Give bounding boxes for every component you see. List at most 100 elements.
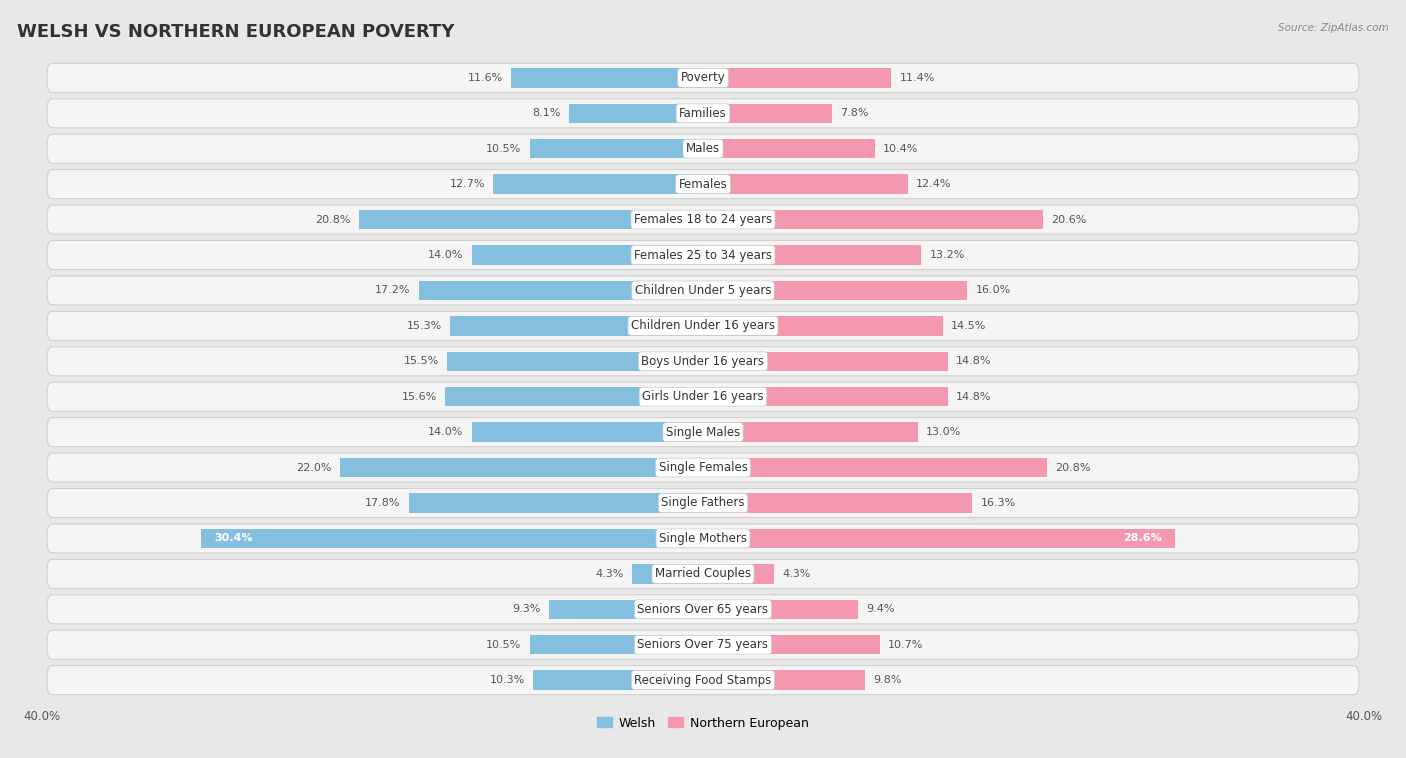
Text: Poverty: Poverty [681, 71, 725, 84]
Text: 11.4%: 11.4% [900, 73, 935, 83]
Bar [703, 104, 832, 123]
FancyBboxPatch shape [48, 524, 1358, 553]
Bar [703, 458, 1046, 478]
Text: 9.3%: 9.3% [513, 604, 541, 614]
Bar [447, 352, 703, 371]
Text: Girls Under 16 years: Girls Under 16 years [643, 390, 763, 403]
Bar [703, 493, 973, 512]
Text: Females: Females [679, 177, 727, 191]
Text: 12.4%: 12.4% [917, 179, 952, 190]
Text: 14.0%: 14.0% [427, 250, 464, 260]
Bar [703, 564, 775, 584]
Text: 16.3%: 16.3% [980, 498, 1015, 508]
Bar [446, 387, 703, 406]
Text: Single Females: Single Females [658, 461, 748, 474]
Text: 28.6%: 28.6% [1123, 534, 1163, 543]
Text: Males: Males [686, 143, 720, 155]
Bar [703, 670, 865, 690]
Bar [703, 352, 948, 371]
Text: 15.5%: 15.5% [404, 356, 439, 366]
Bar [703, 210, 1043, 230]
Text: 10.7%: 10.7% [889, 640, 924, 650]
Bar [703, 174, 908, 194]
Text: Single Mothers: Single Mothers [659, 532, 747, 545]
Bar [419, 280, 703, 300]
FancyBboxPatch shape [48, 595, 1358, 624]
Text: Families: Families [679, 107, 727, 120]
FancyBboxPatch shape [48, 276, 1358, 305]
Text: 22.0%: 22.0% [295, 462, 332, 472]
FancyBboxPatch shape [48, 99, 1358, 128]
Bar [703, 528, 1175, 548]
Text: 8.1%: 8.1% [533, 108, 561, 118]
Text: Seniors Over 65 years: Seniors Over 65 years [637, 603, 769, 615]
FancyBboxPatch shape [48, 453, 1358, 482]
Text: Receiving Food Stamps: Receiving Food Stamps [634, 674, 772, 687]
Text: 10.5%: 10.5% [486, 144, 522, 154]
Bar [471, 246, 703, 265]
Text: 15.6%: 15.6% [402, 392, 437, 402]
Text: Single Males: Single Males [666, 426, 740, 439]
Text: 14.0%: 14.0% [427, 428, 464, 437]
FancyBboxPatch shape [48, 240, 1358, 270]
Text: 4.3%: 4.3% [782, 568, 811, 579]
Text: Seniors Over 75 years: Seniors Over 75 years [637, 638, 769, 651]
Text: 9.4%: 9.4% [866, 604, 896, 614]
Bar [450, 316, 703, 336]
FancyBboxPatch shape [48, 312, 1358, 340]
Text: Children Under 5 years: Children Under 5 years [634, 284, 772, 297]
Bar [703, 422, 918, 442]
FancyBboxPatch shape [48, 134, 1358, 163]
Text: Children Under 16 years: Children Under 16 years [631, 319, 775, 332]
Text: 14.8%: 14.8% [956, 392, 991, 402]
Bar [550, 600, 703, 619]
FancyBboxPatch shape [48, 64, 1358, 92]
FancyBboxPatch shape [48, 630, 1358, 659]
Bar [703, 246, 921, 265]
Text: 13.2%: 13.2% [929, 250, 965, 260]
Text: 20.6%: 20.6% [1052, 215, 1087, 224]
Text: 10.5%: 10.5% [486, 640, 522, 650]
Legend: Welsh, Northern European: Welsh, Northern European [592, 712, 814, 735]
Text: 20.8%: 20.8% [1054, 462, 1091, 472]
Bar [530, 635, 703, 654]
Bar [494, 174, 703, 194]
Bar [703, 68, 891, 88]
Text: 14.5%: 14.5% [950, 321, 986, 330]
FancyBboxPatch shape [48, 418, 1358, 446]
Bar [703, 600, 858, 619]
Bar [360, 210, 703, 230]
Text: 11.6%: 11.6% [468, 73, 503, 83]
Text: Females 18 to 24 years: Females 18 to 24 years [634, 213, 772, 226]
Bar [471, 422, 703, 442]
Text: 10.4%: 10.4% [883, 144, 918, 154]
Text: 17.8%: 17.8% [366, 498, 401, 508]
Bar [703, 635, 880, 654]
Bar [703, 316, 942, 336]
FancyBboxPatch shape [48, 488, 1358, 518]
FancyBboxPatch shape [48, 559, 1358, 588]
Bar [703, 387, 948, 406]
Text: 16.0%: 16.0% [976, 286, 1011, 296]
Text: 9.8%: 9.8% [873, 675, 901, 685]
Bar [201, 528, 703, 548]
Text: 15.3%: 15.3% [406, 321, 441, 330]
Text: 10.3%: 10.3% [489, 675, 524, 685]
Text: 20.8%: 20.8% [315, 215, 352, 224]
FancyBboxPatch shape [48, 666, 1358, 694]
Bar [339, 458, 703, 478]
Text: WELSH VS NORTHERN EUROPEAN POVERTY: WELSH VS NORTHERN EUROPEAN POVERTY [17, 23, 454, 41]
Text: Single Fathers: Single Fathers [661, 496, 745, 509]
Text: Boys Under 16 years: Boys Under 16 years [641, 355, 765, 368]
Text: Married Couples: Married Couples [655, 567, 751, 581]
Bar [631, 564, 703, 584]
Text: 13.0%: 13.0% [927, 428, 962, 437]
Text: Females 25 to 34 years: Females 25 to 34 years [634, 249, 772, 262]
Text: 7.8%: 7.8% [841, 108, 869, 118]
Text: 4.3%: 4.3% [595, 568, 624, 579]
Bar [530, 139, 703, 158]
FancyBboxPatch shape [48, 382, 1358, 412]
Bar [703, 139, 875, 158]
Bar [409, 493, 703, 512]
Text: 17.2%: 17.2% [375, 286, 411, 296]
